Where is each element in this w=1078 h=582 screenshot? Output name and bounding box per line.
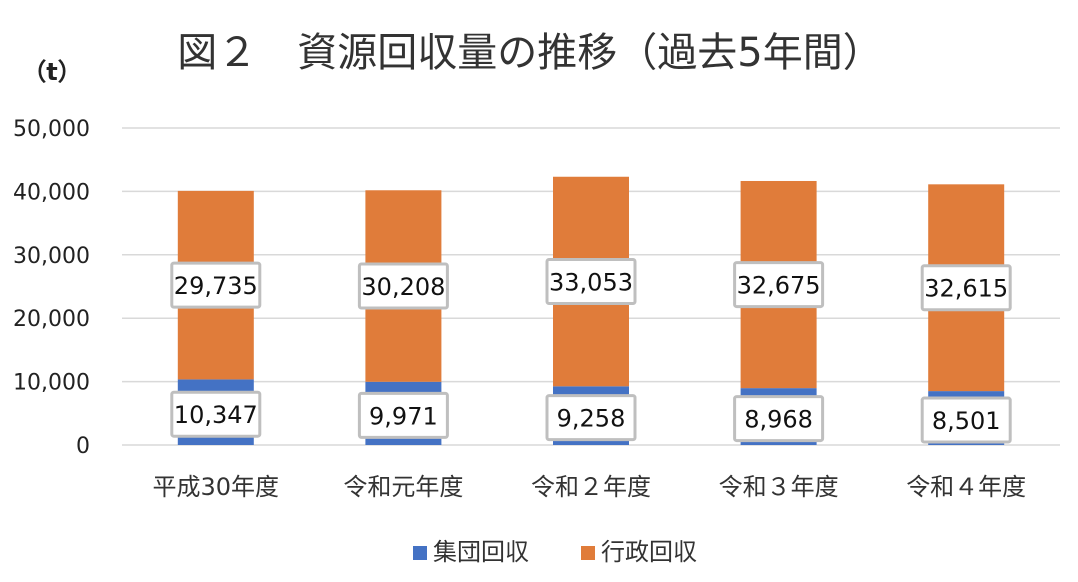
y-tick-label: 10,000 [13, 371, 90, 396]
y-tick-label: 30,000 [13, 244, 90, 269]
x-axis-tick-labels: 平成30年度 令和元年度 令和２年度 令和３年度 令和４年度 [153, 473, 1027, 501]
x-tick-label: 令和３年度 [719, 473, 839, 501]
data-label-box [170, 261, 262, 309]
y-tick-label: 40,000 [13, 180, 90, 205]
legend: 集団回収 行政回収 [413, 538, 697, 566]
y-axis-tick-labels: 0 10,000 20,000 30,000 40,000 50,000 [13, 117, 90, 459]
x-tick-label: 令和２年度 [531, 473, 651, 501]
data-label: 8,968 [744, 406, 813, 434]
legend-swatch [581, 546, 595, 560]
data-label-box [545, 258, 637, 306]
data-label-box [545, 394, 637, 442]
data-label-box [357, 391, 449, 439]
data-label: 32,615 [924, 275, 1008, 303]
y-tick-label: 20,000 [13, 307, 90, 332]
data-label-box [733, 261, 825, 309]
data-label: 8,501 [932, 407, 1001, 435]
x-tick-label: 平成30年度 [153, 473, 280, 501]
data-label: 9,258 [557, 405, 626, 433]
x-tick-label: 令和元年度 [343, 473, 463, 501]
chart-title: 図２ 資源回収量の推移（過去5年間） [177, 30, 882, 76]
data-label: 32,675 [737, 272, 821, 300]
data-label: 30,208 [361, 273, 445, 301]
y-tick-label: 50,000 [13, 117, 90, 142]
data-label-box [920, 264, 1012, 312]
data-label: 33,053 [549, 269, 633, 297]
y-axis-unit-label: （t） [22, 58, 81, 86]
data-label: 9,971 [369, 402, 438, 430]
data-labels: 10,347 29,735 9,971 30,208 9,258 33,053 8,968 3… [170, 258, 1012, 444]
data-label-box [170, 390, 262, 438]
y-tick-label: 0 [76, 434, 90, 459]
data-label: 29,735 [174, 272, 258, 300]
data-label-box [733, 395, 825, 443]
data-label-box [357, 262, 449, 310]
data-label: 10,347 [174, 401, 258, 429]
data-label-box [920, 396, 1012, 444]
legend-label: 集団回収 [433, 538, 529, 566]
legend-label: 行政回収 [601, 538, 697, 566]
legend-swatch [413, 546, 427, 560]
x-tick-label: 令和４年度 [906, 473, 1026, 501]
